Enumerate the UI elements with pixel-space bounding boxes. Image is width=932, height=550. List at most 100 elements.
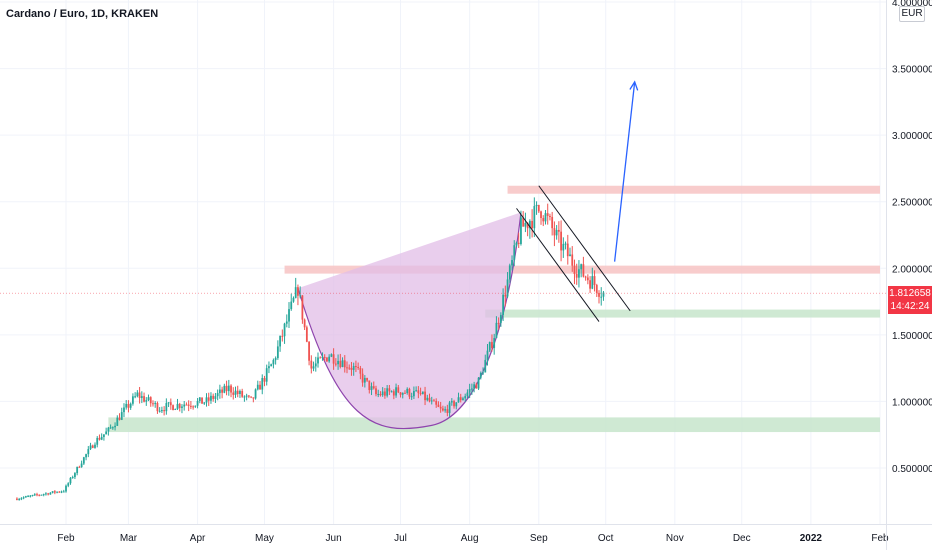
- candle-down: [355, 366, 357, 368]
- candle-down: [252, 397, 255, 399]
- candle-down: [221, 389, 224, 393]
- candle-down: [263, 378, 266, 382]
- candle-down: [319, 357, 322, 359]
- candle-up: [223, 385, 226, 393]
- candle-up: [312, 366, 315, 369]
- candle-down: [379, 393, 382, 396]
- candle-down: [439, 406, 442, 409]
- candle-down: [348, 367, 351, 369]
- x-tick-label: Jul: [394, 533, 407, 544]
- candle-down: [78, 466, 81, 468]
- candle-up: [448, 402, 451, 413]
- candle-down: [250, 396, 253, 398]
- candle-down: [517, 242, 520, 244]
- candle-down: [156, 403, 159, 412]
- candle-down: [169, 402, 172, 406]
- candle-up: [94, 444, 96, 448]
- candle-up: [484, 359, 487, 373]
- candle-down: [598, 292, 600, 297]
- candle-up: [520, 217, 522, 244]
- candle-up: [27, 496, 29, 498]
- candle-down: [595, 285, 598, 293]
- candle-up: [430, 400, 433, 402]
- candle-down: [259, 384, 261, 390]
- candle-down: [149, 397, 152, 404]
- candle-down: [419, 393, 422, 395]
- candle-up: [265, 368, 268, 382]
- candle-up: [65, 485, 67, 492]
- candle-down: [388, 388, 391, 392]
- candle-down: [303, 319, 306, 328]
- x-tick-label: Dec: [733, 533, 751, 544]
- candle-down: [305, 327, 308, 342]
- candle-down: [58, 491, 61, 493]
- currency-unit-button[interactable]: EUR: [899, 6, 925, 22]
- candle-down: [343, 360, 346, 368]
- price-zones: [108, 185, 880, 433]
- candle-up: [455, 402, 458, 407]
- candle-up: [51, 491, 54, 493]
- candle-down: [346, 367, 348, 369]
- x-tick-label: Aug: [461, 533, 479, 544]
- candle-down: [497, 322, 500, 324]
- candle-up: [274, 358, 277, 361]
- candle-up: [214, 396, 217, 399]
- candle-up: [413, 390, 415, 397]
- candle-down: [38, 494, 41, 496]
- candle-up: [401, 392, 404, 395]
- candle-down: [589, 280, 591, 289]
- candle-down: [551, 216, 554, 229]
- projection-arrow-line: [613, 81, 636, 262]
- y-tick-label: 3.000000: [892, 131, 932, 142]
- candle-up: [134, 396, 137, 398]
- candle-up: [569, 254, 571, 257]
- y-tick-label: 3.500000: [892, 65, 932, 76]
- candle-up: [45, 493, 47, 495]
- candle-up: [493, 338, 496, 348]
- candle-up: [31, 494, 34, 496]
- candle-down: [163, 410, 166, 412]
- candle-down: [375, 388, 377, 395]
- candle-up: [261, 378, 264, 390]
- candle-down: [549, 215, 551, 217]
- resistance-zone: [507, 185, 880, 194]
- candle-up: [160, 410, 163, 412]
- candle-up: [363, 377, 366, 383]
- candle-up: [49, 492, 52, 495]
- candle-up: [328, 356, 331, 362]
- candle-down: [230, 385, 232, 393]
- candle-down: [435, 400, 438, 405]
- candle-up: [243, 396, 246, 398]
- x-tick-label: Jun: [326, 533, 342, 544]
- candle-up: [591, 276, 594, 289]
- x-tick-label: May: [255, 533, 274, 544]
- candle-up: [462, 398, 464, 401]
- candle-up: [337, 360, 339, 365]
- candle-up: [109, 427, 112, 429]
- y-tick-label: 1.500000: [892, 331, 932, 342]
- candle-down: [441, 408, 444, 411]
- candle-up: [20, 498, 23, 500]
- candle-up: [205, 397, 208, 403]
- candle-up: [239, 391, 241, 395]
- candle-up: [580, 264, 583, 270]
- candle-up: [386, 388, 389, 396]
- candle-up: [96, 437, 99, 445]
- candle-up: [132, 396, 134, 404]
- support-zone: [485, 309, 880, 318]
- candle-up: [69, 477, 72, 484]
- candle-down: [433, 400, 435, 402]
- candle-down: [192, 406, 195, 408]
- candle-up: [22, 497, 25, 499]
- candle-up: [245, 395, 248, 397]
- candle-down: [384, 391, 386, 396]
- candle-down: [531, 220, 533, 229]
- candle-down: [571, 254, 574, 266]
- candle-down: [491, 342, 493, 348]
- candle-up: [578, 269, 580, 278]
- candle-down: [241, 391, 244, 397]
- candle-up: [82, 457, 85, 464]
- candle-up: [67, 483, 70, 486]
- candle-up: [321, 356, 324, 358]
